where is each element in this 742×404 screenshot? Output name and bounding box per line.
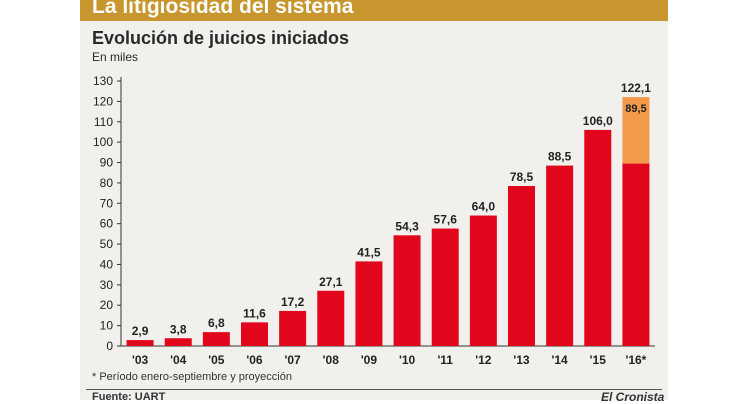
bar — [584, 129, 612, 346]
y-tick-label: 130 — [93, 74, 113, 88]
bar — [469, 215, 497, 346]
bar — [393, 235, 421, 346]
x-tick-label: '12 — [475, 353, 492, 367]
bar — [355, 261, 383, 346]
footer-divider — [86, 389, 662, 390]
x-tick-label: '06 — [246, 353, 263, 367]
x-tick-label: '15 — [590, 353, 607, 367]
unit-label: En miles — [92, 50, 139, 64]
y-tick-label: 30 — [100, 278, 114, 292]
bar-value-label: 57,6 — [434, 213, 458, 227]
bar-value-label: 64,0 — [472, 200, 496, 214]
x-tick-label: '10 — [399, 353, 416, 367]
bar-projection-segment — [622, 97, 650, 164]
x-tick-label: '14 — [552, 353, 569, 367]
bar-segment-label: 89,5 — [625, 103, 646, 115]
title-bar — [80, 0, 668, 21]
bar — [164, 338, 192, 346]
bar — [508, 185, 535, 346]
x-tick-label: '16* — [625, 353, 646, 367]
bar-value-label: 3,8 — [170, 322, 187, 336]
chart-subtitle: Evolución de juicios iniciados — [92, 28, 350, 48]
bar-value-label: 11,6 — [243, 306, 266, 320]
bar-projection-base — [622, 163, 650, 346]
bar-value-label: 6,8 — [208, 316, 225, 330]
y-tick-label: 120 — [93, 94, 113, 108]
bar — [202, 332, 230, 346]
x-tick-label: '13 — [513, 353, 530, 367]
bar-value-label: 41,5 — [357, 245, 381, 259]
bar — [431, 228, 459, 346]
bar-value-label: 106,0 — [583, 114, 613, 128]
x-tick-label: '07 — [285, 353, 302, 367]
brand-logo: El Cronista — [601, 390, 665, 404]
x-tick-label: '11 — [437, 353, 453, 367]
bar — [546, 165, 574, 346]
source-label: Fuente: UART — [92, 391, 166, 403]
bar-value-label: 2,9 — [132, 324, 149, 338]
y-tick-label: 40 — [100, 257, 114, 271]
x-tick-label: '08 — [323, 353, 340, 367]
y-tick-label: 110 — [94, 115, 113, 129]
bar — [241, 322, 268, 346]
bar — [126, 340, 154, 346]
bar-value-label: 17,2 — [281, 295, 305, 309]
y-tick-label: 20 — [100, 298, 114, 312]
bar-value-label: 27,1 — [319, 275, 343, 289]
x-tick-label: '05 — [208, 353, 225, 367]
x-tick-label: '09 — [361, 353, 378, 367]
y-tick-label: 90 — [100, 156, 114, 170]
bar-value-label: 54,3 — [395, 219, 419, 233]
y-tick-label: 0 — [106, 339, 113, 353]
y-tick-label: 70 — [100, 196, 114, 210]
y-tick-label: 80 — [100, 176, 114, 190]
y-tick-label: 10 — [100, 319, 114, 333]
x-tick-label: '04 — [170, 353, 187, 367]
x-tick-label: '03 — [132, 353, 149, 367]
infographic-title: La litigiosidad del sistema — [92, 0, 354, 18]
bar-value-label: 122,1 — [621, 81, 651, 95]
bar — [279, 310, 307, 346]
footnote: * Período enero-septiembre y proyección — [92, 371, 292, 383]
bar — [317, 290, 345, 346]
bar-value-label: 88,5 — [548, 150, 572, 164]
y-tick-label: 100 — [93, 135, 113, 149]
bar-value-label: 78,5 — [510, 170, 534, 184]
y-tick-label: 50 — [100, 237, 114, 251]
y-tick-label: 60 — [100, 217, 114, 231]
